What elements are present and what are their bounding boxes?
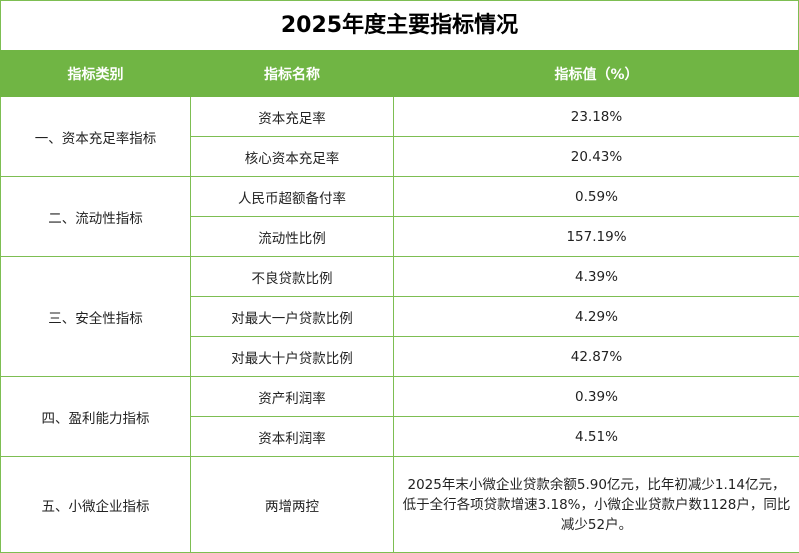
- category-cell: 二、流动性指标: [1, 177, 191, 257]
- header-value: 指标值（%）: [394, 51, 799, 97]
- indicator-name: 流动性比例: [191, 217, 394, 257]
- indicator-table: 指标类别 指标名称 指标值（%） 一、资本充足率指标 资本充足率 23.18% …: [0, 50, 799, 553]
- indicator-value: 157.19%: [394, 217, 799, 257]
- indicator-value-note: 2025年末小微企业贷款余额5.90亿元，比年初减少1.14亿元，低于全行各项贷…: [394, 457, 799, 553]
- header-category: 指标类别: [1, 51, 191, 97]
- category-cell: 三、安全性指标: [1, 257, 191, 377]
- indicator-name: 对最大十户贷款比例: [191, 337, 394, 377]
- indicator-name: 资产利润率: [191, 377, 394, 417]
- indicator-value: 4.29%: [394, 297, 799, 337]
- indicator-name: 对最大一户贷款比例: [191, 297, 394, 337]
- table-row: 四、盈利能力指标 资产利润率 0.39%: [1, 377, 799, 417]
- category-cell: 一、资本充足率指标: [1, 97, 191, 177]
- indicator-value: 4.51%: [394, 417, 799, 457]
- page-title: 2025年度主要指标情况: [0, 0, 799, 50]
- indicator-name: 两增两控: [191, 457, 394, 553]
- indicator-name: 资本利润率: [191, 417, 394, 457]
- category-cell: 五、小微企业指标: [1, 457, 191, 553]
- indicator-name: 资本充足率: [191, 97, 394, 137]
- indicator-name: 核心资本充足率: [191, 137, 394, 177]
- table-row: 三、安全性指标 不良贷款比例 4.39%: [1, 257, 799, 297]
- indicator-value: 20.43%: [394, 137, 799, 177]
- header-name: 指标名称: [191, 51, 394, 97]
- indicator-value: 23.18%: [394, 97, 799, 137]
- table-row: 五、小微企业指标 两增两控 2025年末小微企业贷款余额5.90亿元，比年初减少…: [1, 457, 799, 553]
- indicator-value: 4.39%: [394, 257, 799, 297]
- indicator-value: 0.59%: [394, 177, 799, 217]
- table-row: 一、资本充足率指标 资本充足率 23.18%: [1, 97, 799, 137]
- indicator-value: 0.39%: [394, 377, 799, 417]
- table-header-row: 指标类别 指标名称 指标值（%）: [1, 51, 799, 97]
- category-cell: 四、盈利能力指标: [1, 377, 191, 457]
- indicator-name: 不良贷款比例: [191, 257, 394, 297]
- indicator-name: 人民币超额备付率: [191, 177, 394, 217]
- table-row: 二、流动性指标 人民币超额备付率 0.59%: [1, 177, 799, 217]
- indicator-value: 42.87%: [394, 337, 799, 377]
